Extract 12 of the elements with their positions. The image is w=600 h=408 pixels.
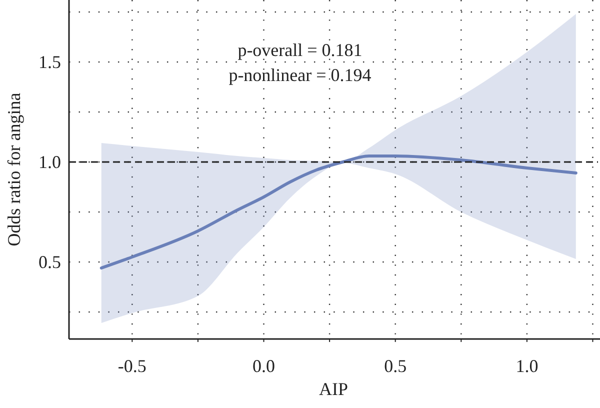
y-tick-label: 1.5	[38, 52, 61, 72]
annotation: p-overall = 0.181	[238, 40, 362, 60]
x-axis-title: AIP	[318, 379, 348, 399]
x-tick-label: -0.5	[118, 356, 146, 376]
x-tick-label: 1.0	[516, 356, 538, 376]
annotation: p-nonlinear = 0.194	[228, 65, 372, 85]
y-tick-label: 1.0	[38, 152, 61, 172]
x-tick-label: 0.0	[252, 356, 276, 376]
x-tick-label: 0.5	[384, 356, 407, 376]
y-axis-title: Odds ratio for angina	[4, 92, 24, 246]
y-tick-label: 0.5	[38, 252, 61, 272]
line-series	[100, 154, 578, 270]
